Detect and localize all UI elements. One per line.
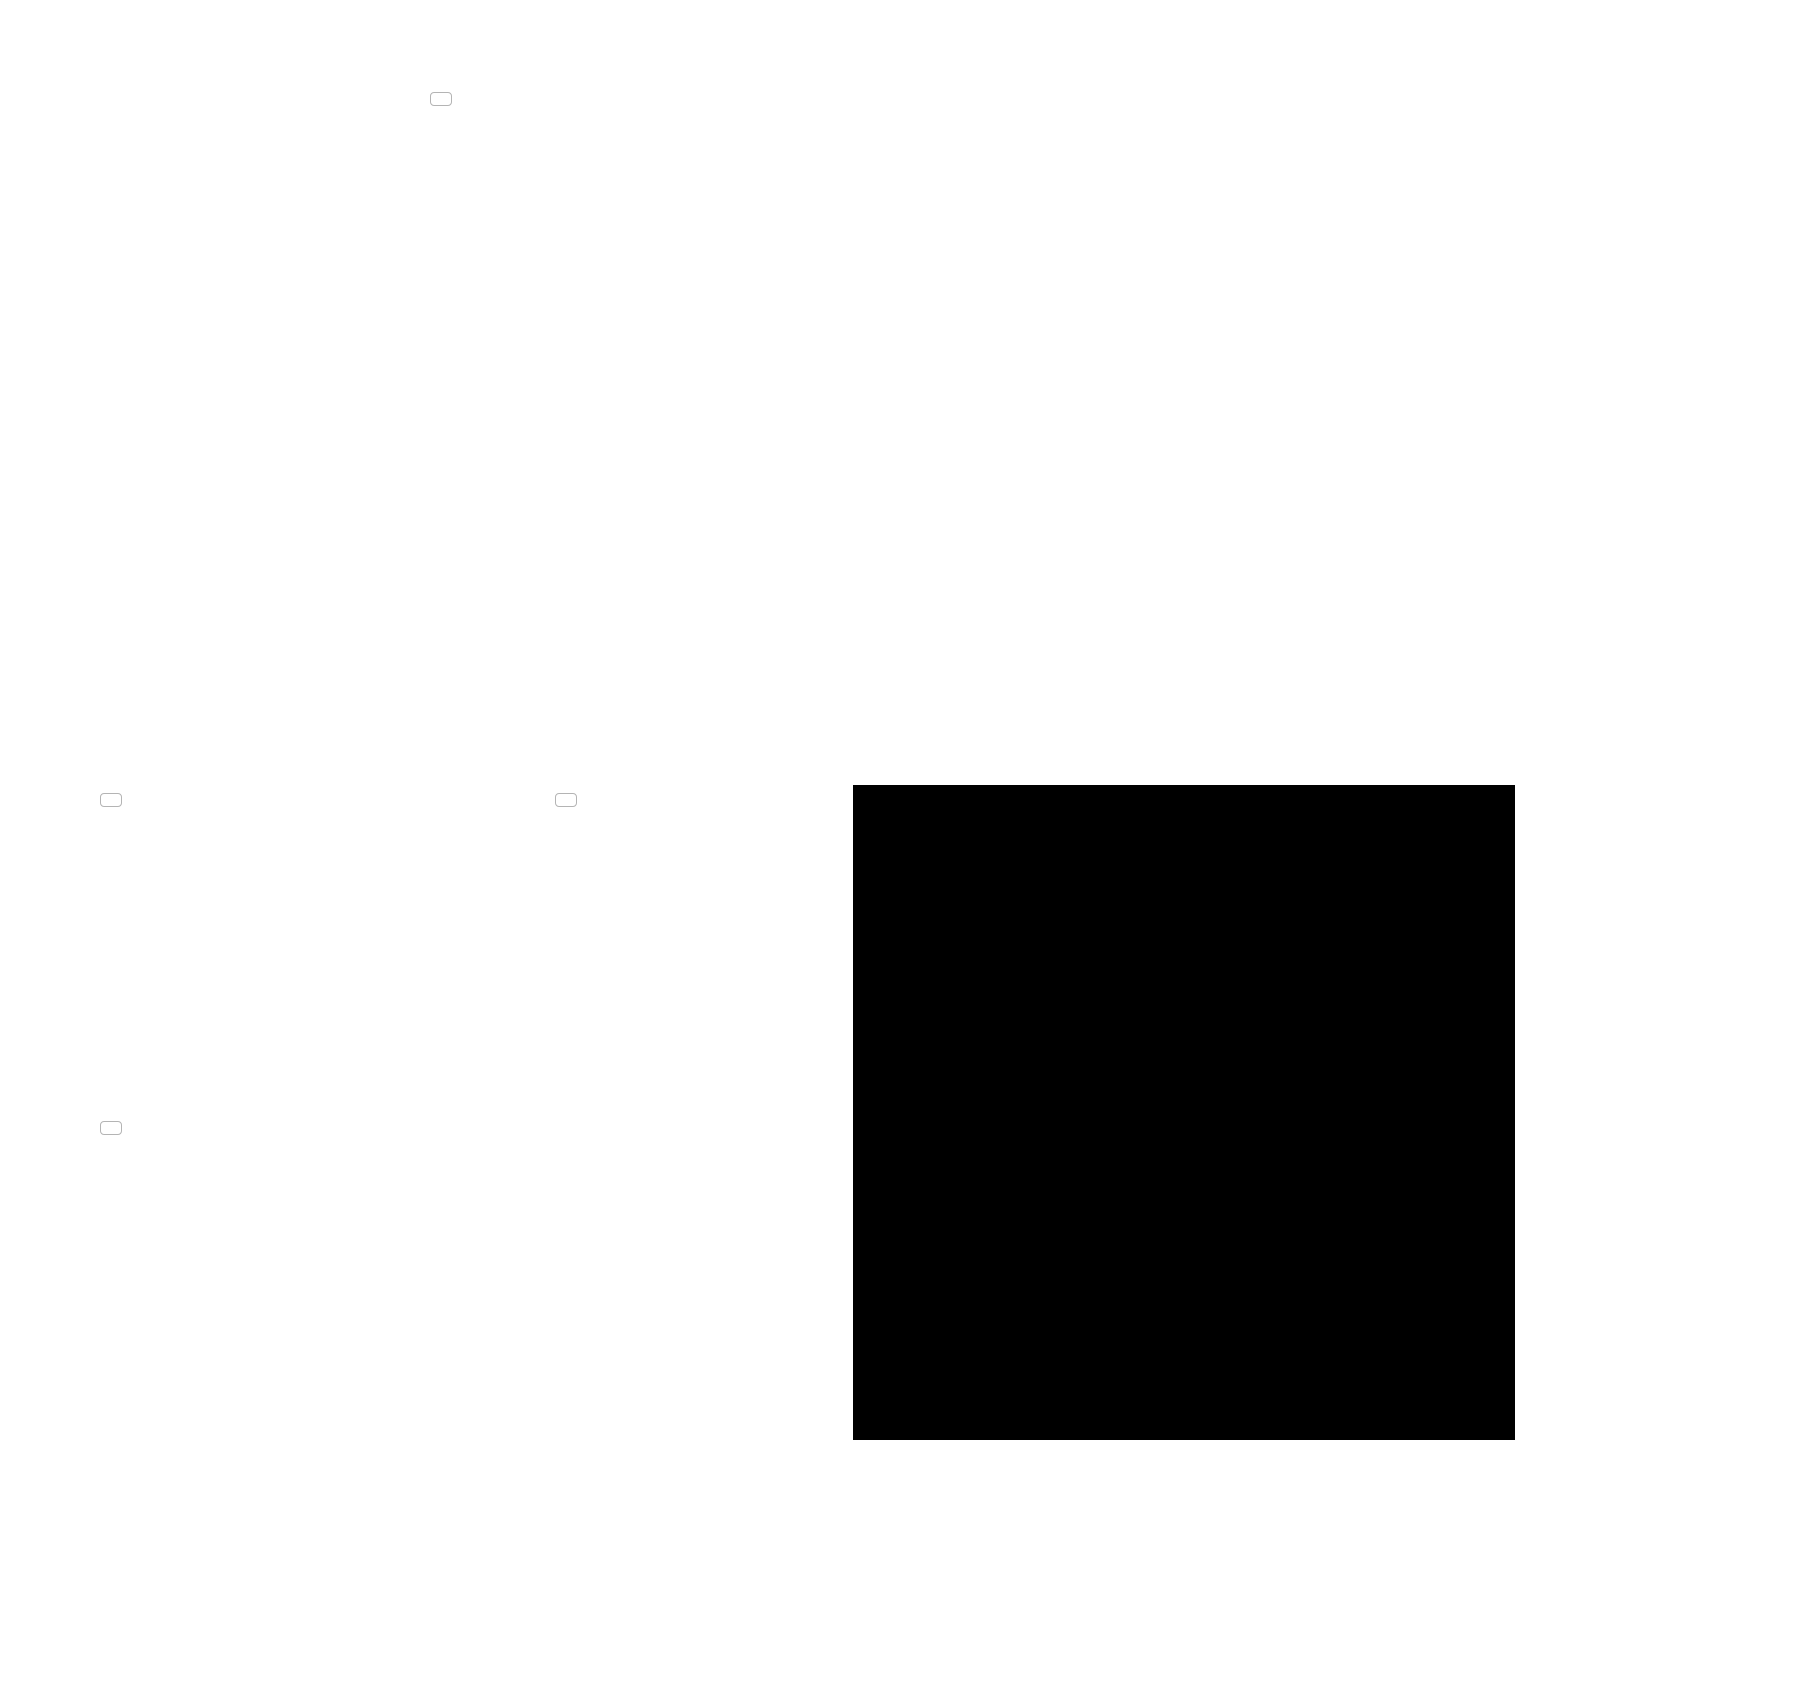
- wind-legend: [100, 793, 122, 807]
- awv-satellite-image: [853, 88, 1480, 725]
- band14-legend: [430, 92, 452, 106]
- wmg-panel-image: [853, 785, 1515, 1440]
- ace-legend: [100, 1121, 122, 1135]
- wind-pressure-chart: [90, 785, 745, 1113]
- awv-colorbar: [1492, 88, 1518, 725]
- ace-chart: [90, 1113, 745, 1440]
- band14-colorbar: [731, 88, 757, 725]
- pressure-legend: [555, 793, 577, 807]
- band14-satellite-image: [90, 88, 720, 725]
